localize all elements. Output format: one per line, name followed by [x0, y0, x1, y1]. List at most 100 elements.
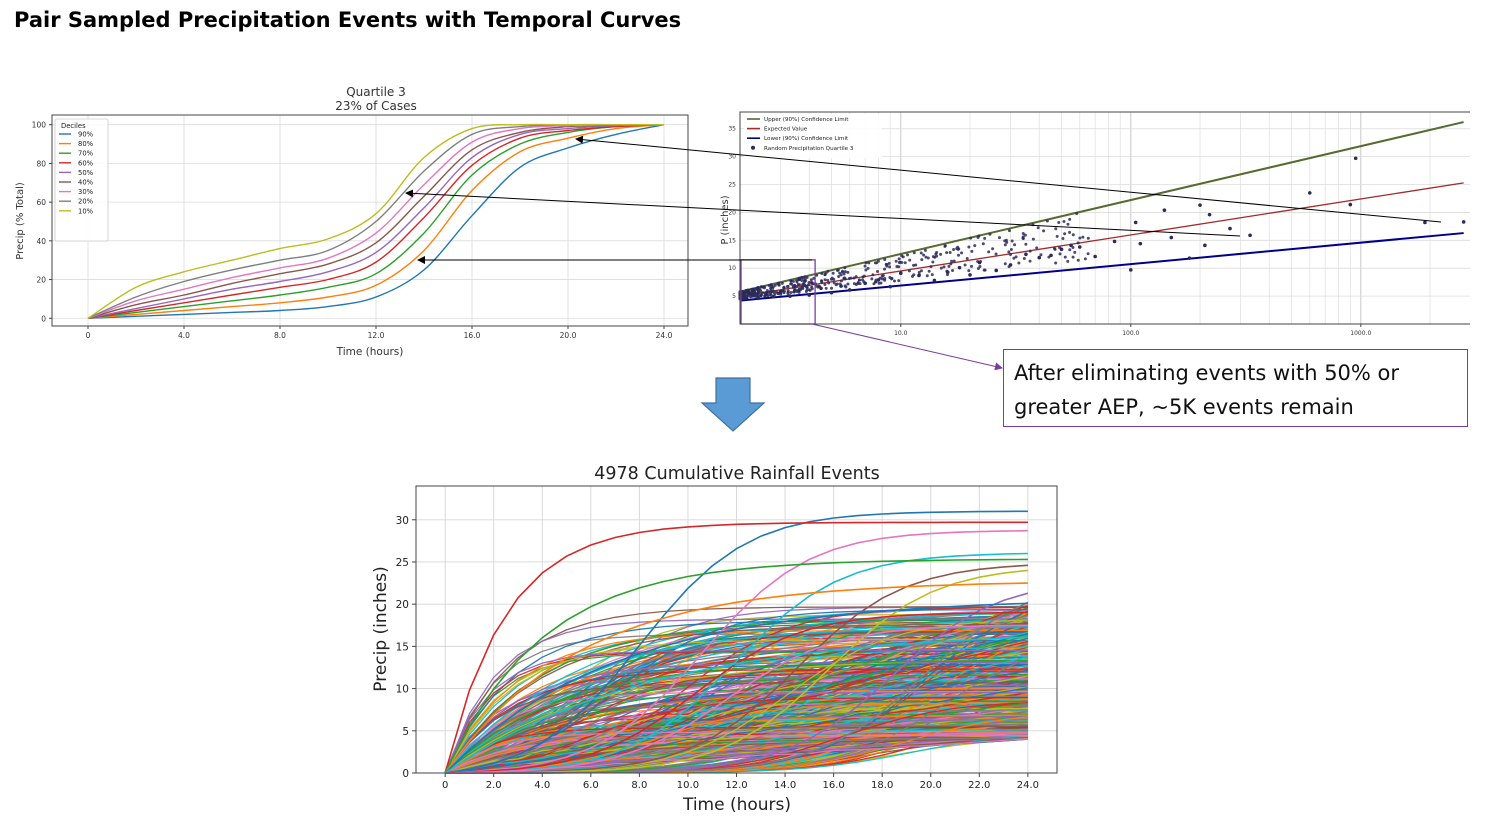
chart2-point	[1007, 229, 1011, 233]
chart1-subtitle: 23% of Cases	[335, 99, 417, 113]
chart3-event-line	[444, 558, 1028, 774]
chart2-point	[951, 268, 955, 272]
chart3-event-line	[444, 623, 1028, 774]
chart2-point	[1023, 233, 1027, 237]
chart2-point	[1203, 243, 1207, 248]
chart2-point	[843, 266, 847, 270]
chart2-y-tick-label: 30	[728, 154, 736, 161]
chart3-x-tick-label: 10.0	[677, 780, 699, 791]
chart2-point	[978, 264, 982, 268]
chart2-y-tick-label: 5	[732, 293, 736, 300]
chart1-legend-label: 70%	[78, 150, 94, 158]
chart2-point	[1069, 243, 1073, 248]
chart3-event-line	[445, 736, 1028, 774]
chart3-event-line	[445, 656, 1029, 774]
chart2-point	[778, 290, 782, 294]
chart2-point	[1086, 236, 1090, 240]
chart1-legend-label: 80%	[78, 140, 94, 148]
chart2-point	[1071, 255, 1075, 259]
chart1-legend-label: 20%	[78, 198, 94, 206]
chart2-legend-label: Random Precipitation Quartile 3	[764, 146, 854, 152]
chart1-gridlines	[52, 115, 688, 326]
chart2-point	[924, 255, 928, 259]
chart3-x-tick-label: 4.0	[534, 780, 550, 791]
chart2-point	[775, 290, 779, 294]
chart2-point	[815, 273, 819, 277]
chart2-point	[829, 290, 834, 295]
chart2-point	[762, 285, 766, 289]
chart1-legend-label: 30%	[78, 188, 94, 196]
chart2-point	[932, 278, 937, 283]
chart2-point	[797, 287, 801, 291]
chart1-legend-label: 50%	[78, 169, 94, 177]
chart2-point	[976, 236, 980, 240]
chart2-point	[800, 279, 804, 283]
chart1-ticks: 0 4.0 8.0 12.0 16.0 20.0 24.0 0 20 40 60 80 100	[32, 121, 673, 340]
chart2-point	[883, 257, 887, 261]
chart2-y-tick-label: 20	[728, 209, 736, 216]
chart2-point	[786, 292, 790, 296]
chart2-point	[970, 264, 974, 268]
chart2-point	[834, 283, 838, 287]
chart2-point	[1066, 259, 1070, 263]
chart2-point	[753, 294, 757, 298]
chart2-point	[991, 247, 995, 251]
chart1-axes-frame	[51, 114, 689, 327]
chart2-point	[888, 265, 892, 269]
chart2-point	[876, 269, 880, 273]
chart2-point	[931, 255, 935, 259]
chart2-x-tick-label: 10.0	[894, 330, 908, 337]
chart2-point	[746, 293, 750, 297]
chart2-point	[914, 263, 918, 267]
chart2-point	[1078, 236, 1082, 240]
chart2-point	[820, 279, 824, 283]
chart3-event-line	[444, 726, 1028, 774]
chart2-point	[930, 273, 934, 277]
chart2-point	[807, 293, 812, 297]
chart2-point	[873, 261, 877, 265]
chart2-point	[920, 258, 924, 262]
cumulative-rainfall-chart: 4978 Cumulative Rainfall Events 0 2.0 4.0 6…	[371, 464, 1058, 815]
chart2-point	[826, 278, 830, 282]
chart2-point	[1353, 156, 1358, 161]
chart2-point	[1423, 220, 1427, 225]
chart2-point	[771, 286, 775, 290]
chart2-point	[864, 261, 868, 265]
chart2-point	[795, 278, 799, 282]
chart2-point	[857, 278, 861, 282]
chart2-point	[929, 265, 933, 269]
chart2-point	[1063, 255, 1067, 259]
chart3-event-line	[444, 618, 1028, 774]
chart2-point	[1068, 217, 1072, 221]
chart2-point	[1024, 242, 1028, 246]
chart2-legend-label: Expected Value	[764, 127, 808, 133]
chart1-y-tick-label: 0	[41, 314, 46, 323]
chart2-point	[1031, 237, 1035, 241]
chart2-point	[1093, 254, 1097, 259]
chart2-point	[793, 283, 797, 287]
chart2-point	[943, 244, 947, 248]
chart2-point	[1461, 220, 1466, 224]
chart2-point	[797, 290, 801, 294]
chart3-x-tick-label: 8.0	[631, 780, 647, 791]
chart3-x-tick-label: 12.0	[725, 780, 747, 791]
chart1-legend: Deciles 90%80% 70%60% 50% 40%30% 20%10%	[54, 118, 109, 242]
chart2-point	[846, 282, 850, 286]
chart2-point	[852, 282, 856, 286]
chart2-point	[824, 286, 828, 290]
chart2-point	[967, 245, 971, 249]
callout-box: After eliminating events with 50% or gre…	[1003, 349, 1468, 427]
chart3-event-line	[444, 646, 1028, 774]
chart2-point	[831, 271, 835, 275]
chart2-point	[897, 260, 901, 264]
chart2-point	[893, 279, 897, 283]
chart1-series-line-10pct	[87, 123, 664, 319]
chart2-point	[843, 284, 847, 288]
chart2-point	[832, 281, 836, 285]
chart2-point	[906, 253, 910, 257]
chart2-point	[1037, 255, 1042, 260]
chart2-point	[939, 252, 943, 256]
chart2-point	[1066, 222, 1070, 226]
chart2-point	[798, 283, 802, 287]
chart2-point	[983, 236, 987, 240]
